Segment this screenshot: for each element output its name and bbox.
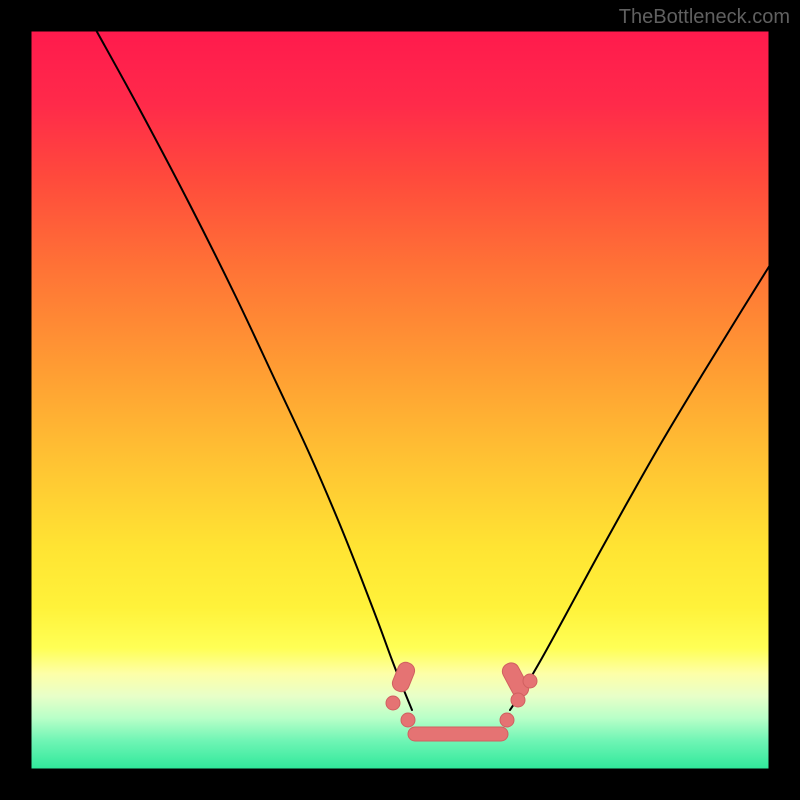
marker-dot	[386, 696, 400, 710]
marker-dot	[523, 674, 537, 688]
marker-dot	[511, 693, 525, 707]
marker-capsule	[408, 727, 508, 741]
chart-container: TheBottleneck.com	[0, 0, 800, 800]
bottleneck-chart-svg	[0, 0, 800, 800]
plot-background	[30, 30, 770, 770]
marker-dot	[500, 713, 514, 727]
watermark-text: TheBottleneck.com	[619, 6, 790, 29]
marker-dot	[401, 713, 415, 727]
